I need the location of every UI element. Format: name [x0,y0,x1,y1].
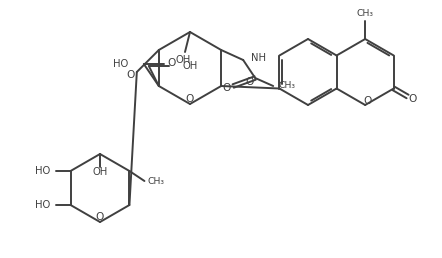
Text: HO: HO [35,200,50,210]
Text: OH: OH [175,55,191,65]
Text: OH: OH [92,167,107,177]
Text: O: O [186,94,194,104]
Text: HO: HO [113,59,128,69]
Text: O: O [96,212,104,222]
Text: O: O [363,96,371,106]
Text: O: O [222,83,230,93]
Text: CH₃: CH₃ [148,176,165,186]
Text: CH₃: CH₃ [278,82,296,91]
Text: O: O [168,58,176,68]
Text: O: O [127,70,135,80]
Text: O: O [245,77,253,87]
Text: O: O [408,94,417,104]
Text: HO: HO [35,166,50,176]
Text: CH₃: CH₃ [357,9,373,18]
Text: NH: NH [251,53,266,63]
Text: OH: OH [183,61,198,71]
